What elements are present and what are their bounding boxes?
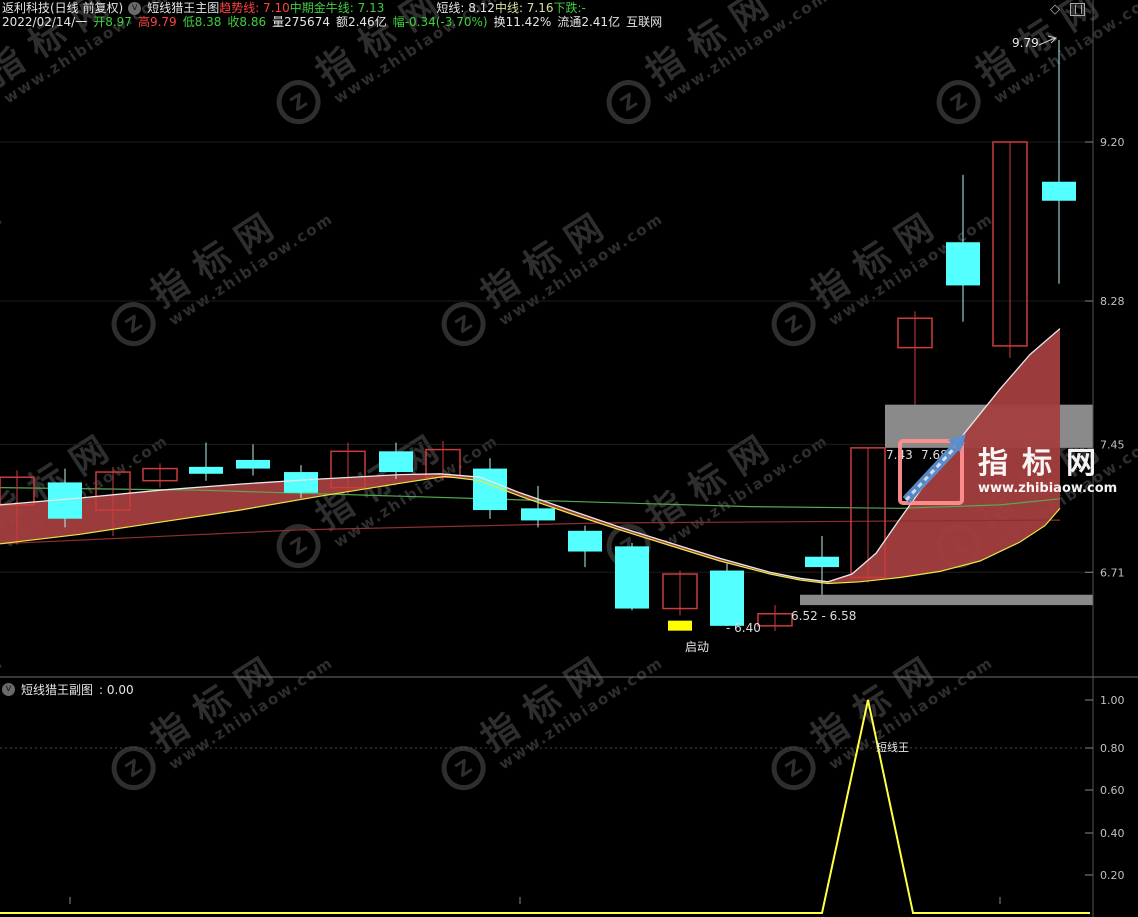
window-layout-icon[interactable] bbox=[1070, 3, 1085, 16]
candle-down bbox=[568, 530, 602, 552]
turnover-value: 换11.42% bbox=[493, 15, 552, 29]
sub-axis-label: 1.00 bbox=[1100, 694, 1125, 707]
candle-down bbox=[284, 472, 318, 493]
candle-up bbox=[850, 447, 886, 579]
candle-down bbox=[236, 459, 270, 469]
sub-signal-label: 短线王 bbox=[876, 740, 909, 754]
float-cap-value: 流通2.41亿 bbox=[557, 15, 621, 29]
chevron-down-circle-icon[interactable]: v bbox=[2, 683, 15, 696]
candle-up bbox=[662, 573, 698, 610]
header-line-1: 返利科技(日线 前复权) v 短线猎王主图 趋势线: 7.10 中期金牛线: 7… bbox=[2, 1, 586, 15]
start-signal-label: 启动 bbox=[685, 640, 709, 654]
sub-axis-label: 0.80 bbox=[1100, 742, 1125, 755]
candle-up bbox=[897, 317, 933, 349]
candle-up bbox=[0, 476, 35, 506]
candle-down bbox=[615, 546, 649, 609]
midgold-line-value: 中期金牛线: 7.13 bbox=[289, 1, 385, 15]
candle-down bbox=[1042, 181, 1076, 201]
candle-down bbox=[946, 242, 980, 286]
trend-ribbon-fill bbox=[0, 328, 1060, 584]
midgold-ma-line bbox=[0, 487, 1061, 509]
change-value: 幅-0.34(-3.70%) bbox=[392, 15, 488, 29]
subchart-header: v 短线猎王副图 : 0.00 bbox=[2, 681, 134, 698]
sub-axis-label: 0.60 bbox=[1100, 784, 1125, 797]
high-price-annotation: 9.79 bbox=[1012, 36, 1039, 50]
stock-title: 返利科技(日线 前复权) bbox=[2, 1, 124, 15]
gap-zone-band bbox=[800, 594, 1093, 606]
price-axis-label: 9.20 bbox=[1100, 136, 1125, 149]
volume-value: 量275674 bbox=[272, 15, 330, 29]
high-value: 高9.79 bbox=[137, 15, 177, 29]
candle-down bbox=[521, 508, 555, 521]
band-line-yellow bbox=[0, 475, 1061, 585]
chevron-down-circle-icon[interactable]: v bbox=[128, 1, 142, 15]
candle-up bbox=[757, 612, 793, 627]
sub-indicator-value: : 0.00 bbox=[99, 682, 134, 697]
candle-down bbox=[379, 451, 413, 473]
industry-value: 互联网 bbox=[626, 15, 663, 29]
mid-line-value: 中线: 7.16 bbox=[494, 1, 554, 15]
sub-indicator-line bbox=[0, 699, 1090, 914]
start-signal-bar bbox=[668, 620, 692, 631]
price-axis-label: 8.28 bbox=[1100, 295, 1125, 308]
gap-range-label: 6.52 - 6.58 bbox=[791, 609, 856, 623]
header-line-2: 2022/02/14/一 开8.97 高9.79 低8.38 收8.86 量27… bbox=[2, 15, 662, 29]
sub-axis-label: 0.40 bbox=[1100, 827, 1125, 840]
candle-up bbox=[330, 450, 366, 489]
candle-down bbox=[710, 570, 744, 626]
price-axis-label: 7.45 bbox=[1100, 438, 1125, 451]
short-line-value: 短线: 8.12 bbox=[436, 1, 495, 15]
trend-line-value: 趋势线: 7.10 bbox=[219, 1, 290, 15]
date-value: 2022/02/14/一 bbox=[2, 15, 88, 29]
candle-down bbox=[805, 556, 839, 568]
down-value: 下跌:- bbox=[553, 1, 586, 15]
open-value: 开8.97 bbox=[93, 15, 132, 29]
svg-text:指标网: 指标网 bbox=[978, 446, 1110, 481]
low-price-annotation: - 6.40 bbox=[726, 621, 761, 635]
candle-down bbox=[189, 466, 223, 474]
diamond-icon[interactable]: ◇ bbox=[1050, 2, 1060, 17]
header-icons: ◇ bbox=[1050, 2, 1085, 17]
low-value: 低8.38 bbox=[182, 15, 222, 29]
sub-indicator-name[interactable]: 短线猎王副图 bbox=[21, 683, 94, 697]
main-indicator-name[interactable]: 短线猎王主图 bbox=[147, 1, 220, 15]
price-axis-label: 6.71 bbox=[1100, 566, 1125, 579]
amount-value: 额2.46亿 bbox=[335, 15, 387, 29]
sub-axis-label: 0.20 bbox=[1100, 869, 1125, 882]
candle-up bbox=[142, 467, 178, 482]
high-annotation-arrow bbox=[1038, 35, 1057, 46]
close-value: 收8.86 bbox=[227, 15, 267, 29]
candle-up bbox=[992, 141, 1028, 347]
svg-text:www.zhibiaow.com: www.zhibiaow.com bbox=[978, 481, 1117, 496]
candle-up bbox=[95, 471, 131, 511]
